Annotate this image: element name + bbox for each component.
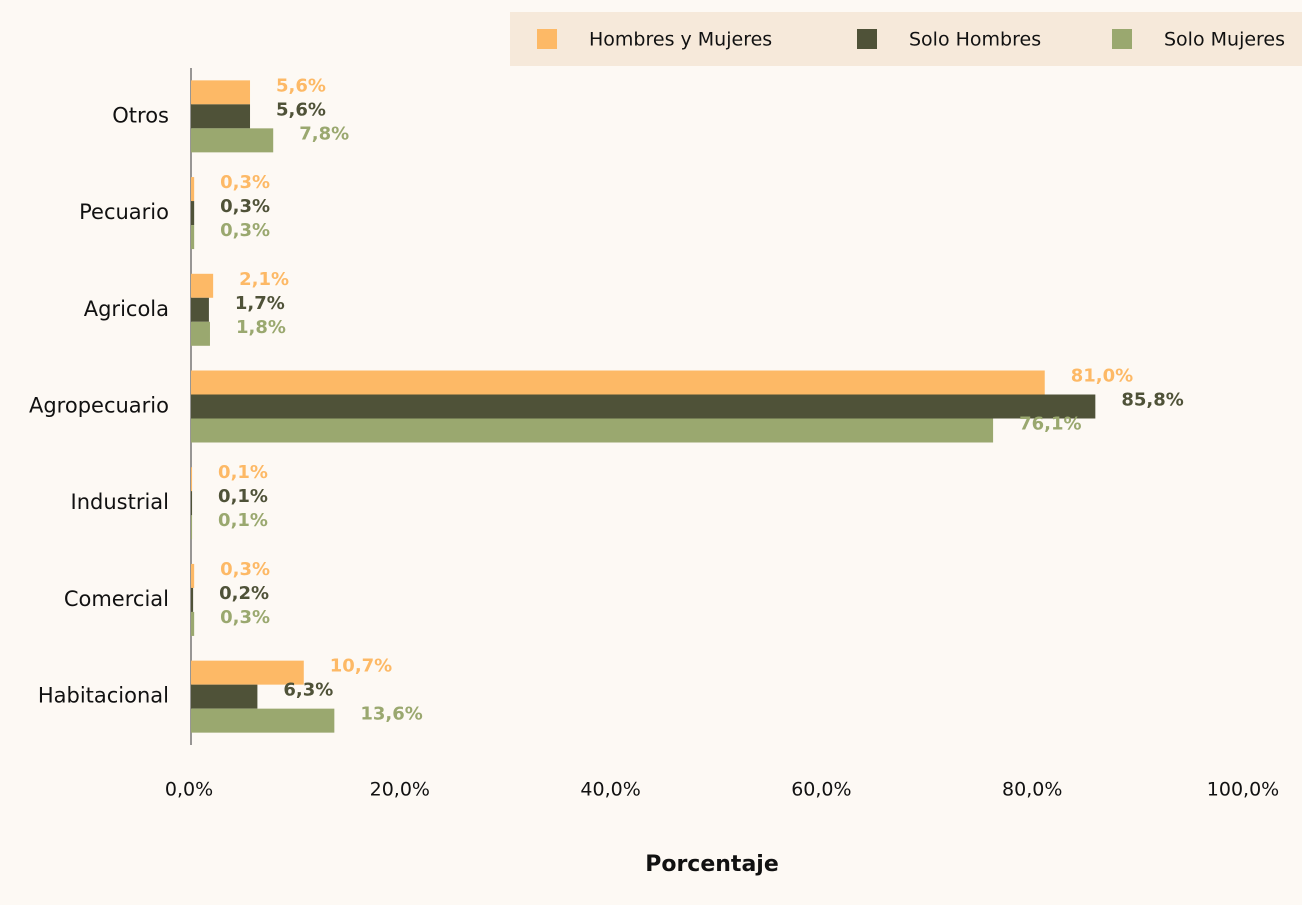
x-tick-label: 20,0% (370, 779, 430, 801)
x-axis-label: Porcentaje (645, 852, 779, 877)
bar (191, 684, 258, 709)
data-label: 10,7% (330, 656, 392, 677)
data-label: 85,8% (1121, 390, 1183, 411)
y-tick-label: Comercial (64, 587, 169, 611)
y-tick-label: Pecuario (79, 200, 169, 224)
data-label: 76,1% (1019, 414, 1081, 435)
bar (191, 587, 194, 612)
data-label: 6,3% (283, 680, 333, 701)
x-tick-label: 60,0% (791, 779, 851, 801)
data-label: 0,2% (219, 583, 269, 604)
data-label: 0,3% (220, 220, 270, 241)
data-label: 0,3% (220, 559, 270, 580)
legend-background (510, 12, 1302, 66)
x-tick-label: 0,0% (165, 779, 213, 801)
data-label: 2,1% (239, 269, 289, 290)
data-label: 81,0% (1071, 366, 1133, 387)
data-label: 0,1% (218, 486, 268, 507)
bar (191, 273, 214, 298)
bar (191, 297, 209, 322)
data-label: 0,3% (220, 196, 270, 217)
legend-label: Solo Hombres (909, 29, 1041, 51)
bar (191, 394, 1096, 419)
x-tick-label: 100,0% (1207, 779, 1279, 801)
bar (191, 611, 195, 636)
bar (191, 128, 274, 153)
data-label: 5,6% (276, 75, 326, 96)
bar (191, 491, 193, 516)
y-tick-label: Agropecuario (29, 394, 169, 418)
y-tick-label: Industrial (71, 490, 170, 514)
y-tick-label: Habitacional (38, 684, 169, 708)
data-label: 0,1% (218, 510, 268, 531)
bar (191, 370, 1045, 395)
data-label: 0,1% (218, 462, 268, 483)
bar (191, 515, 193, 540)
bar (191, 201, 195, 226)
bar (191, 104, 251, 129)
bar (191, 225, 195, 250)
data-label: 1,7% (235, 293, 285, 314)
bar (191, 177, 195, 202)
bar (191, 418, 994, 443)
legend-swatch (537, 29, 557, 49)
x-tick-label: 40,0% (580, 779, 640, 801)
data-label: 0,3% (220, 607, 270, 628)
legend-swatch (857, 29, 877, 49)
x-tick-label: 80,0% (1002, 779, 1062, 801)
bar (191, 80, 251, 105)
data-label: 7,8% (299, 123, 349, 144)
data-label: 5,6% (276, 99, 326, 120)
legend-swatch (1112, 29, 1132, 49)
bar (191, 563, 195, 588)
data-label: 1,8% (236, 317, 286, 338)
y-tick-label: Agricola (84, 297, 169, 321)
bar (191, 708, 335, 733)
bar (191, 660, 304, 685)
bar (191, 467, 193, 492)
data-label: 0,3% (220, 172, 270, 193)
legend-label: Hombres y Mujeres (589, 29, 772, 51)
y-tick-label: Otros (112, 103, 169, 127)
legend-label: Solo Mujeres (1164, 29, 1285, 51)
data-label: 13,6% (360, 704, 422, 725)
bar (191, 321, 210, 346)
